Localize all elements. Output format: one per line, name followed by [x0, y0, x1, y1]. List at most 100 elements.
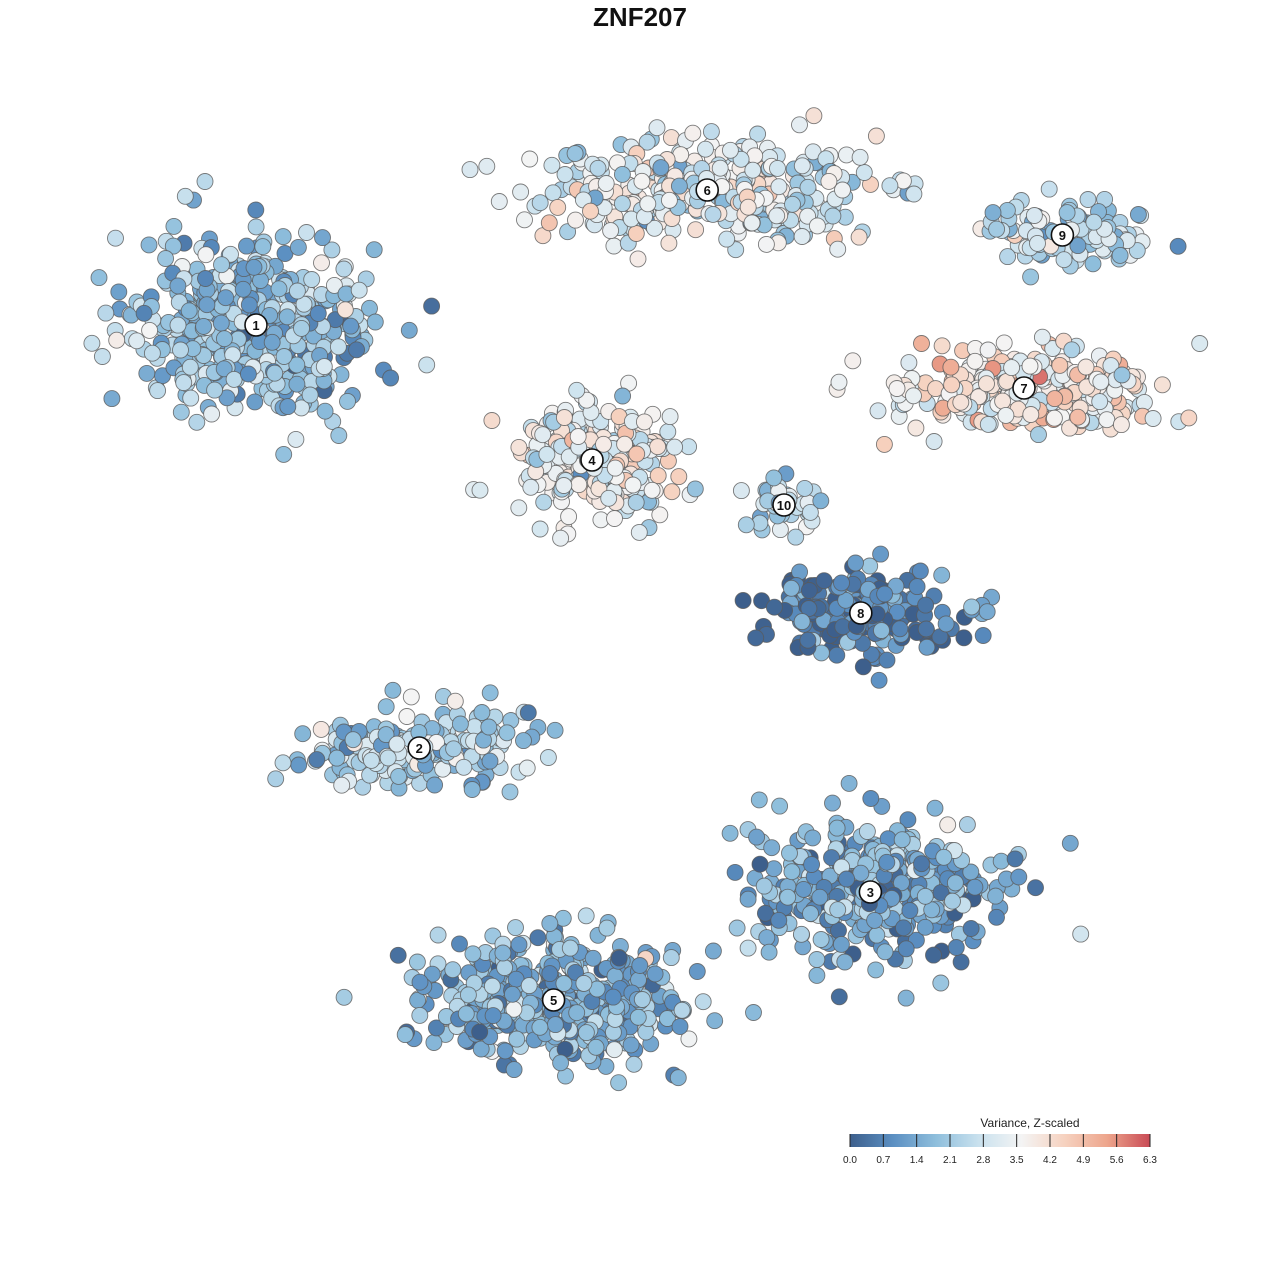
- cell-point: [239, 365, 257, 383]
- cluster-label-8: 8: [848, 601, 873, 625]
- cell-point: [947, 939, 965, 956]
- cluster-label-6: 6: [695, 178, 720, 202]
- cell-point: [541, 915, 559, 932]
- cell-point: [660, 191, 678, 209]
- cell-point: [1092, 373, 1110, 391]
- cell-point: [687, 221, 705, 239]
- cell-point: [855, 164, 873, 181]
- cell-point: [396, 1026, 414, 1044]
- cell-point: [90, 269, 108, 287]
- cell-point: [408, 953, 426, 971]
- cell-point: [933, 337, 951, 355]
- cell-point: [176, 187, 194, 205]
- cell-point: [791, 116, 808, 134]
- cell-point: [344, 731, 362, 749]
- cell-point: [328, 749, 346, 767]
- legend-colorbar: [850, 1134, 1150, 1147]
- cell-point: [649, 438, 667, 456]
- cell-point: [610, 949, 628, 967]
- cell-point: [141, 321, 159, 339]
- cell-point: [897, 989, 915, 1007]
- cell-point: [878, 853, 896, 871]
- cell-point: [946, 874, 964, 892]
- cell-point: [876, 585, 894, 603]
- cell-point: [799, 178, 817, 196]
- cell-point: [539, 749, 557, 766]
- cell-point: [625, 1055, 643, 1073]
- cell-point: [598, 919, 616, 937]
- cell-point: [770, 911, 788, 929]
- cell-point: [808, 951, 826, 968]
- cell-point: [316, 402, 334, 420]
- cell-point: [629, 1008, 647, 1026]
- cell-point: [425, 1034, 443, 1051]
- cluster-label-text: 9: [1059, 228, 1066, 243]
- cell-point: [390, 767, 408, 785]
- cell-point: [888, 380, 906, 397]
- cell-point: [670, 177, 688, 195]
- cell-point: [979, 415, 997, 433]
- cell-point: [757, 235, 775, 253]
- cell-point: [398, 708, 416, 725]
- cell-point: [605, 237, 623, 255]
- cell-point: [908, 578, 926, 596]
- cell-point: [651, 506, 669, 524]
- cell-point: [748, 828, 766, 846]
- cell-point: [510, 936, 528, 954]
- cell-point: [995, 334, 1013, 352]
- cell-point: [478, 157, 496, 175]
- cell-point: [529, 929, 547, 947]
- cell-point: [93, 348, 111, 365]
- cell-point: [568, 381, 586, 399]
- cell-point: [218, 389, 236, 407]
- cell-point: [925, 946, 942, 964]
- cell-point: [188, 413, 206, 431]
- cell-point: [247, 201, 265, 219]
- cell-point: [815, 572, 833, 590]
- cell-point: [670, 468, 688, 486]
- cell-point: [508, 1030, 526, 1048]
- cell-point: [379, 749, 397, 767]
- cell-point: [377, 726, 395, 744]
- legend-tick-label: 3.5: [1010, 1155, 1024, 1166]
- cell-point: [1046, 390, 1064, 408]
- cell-point: [622, 1036, 640, 1054]
- cell-point: [869, 402, 887, 420]
- cell-point: [758, 929, 776, 947]
- cell-point: [213, 256, 230, 274]
- cell-point: [266, 364, 284, 382]
- cell-point: [893, 874, 910, 892]
- cell-point: [873, 622, 890, 639]
- cell-point: [568, 1004, 586, 1022]
- cell-point: [925, 433, 943, 450]
- cell-point: [1112, 416, 1130, 434]
- cell-point: [1084, 255, 1102, 273]
- cluster-label-text: 3: [867, 885, 874, 900]
- cell-point: [215, 360, 233, 378]
- cell-point: [203, 405, 221, 423]
- cell-point: [911, 562, 929, 580]
- cell-point: [643, 481, 661, 499]
- cell-point: [663, 483, 681, 501]
- cell-point: [446, 692, 464, 710]
- cell-point: [1072, 925, 1090, 943]
- cell-point: [510, 499, 528, 517]
- cell-point: [984, 204, 1002, 222]
- cell-point: [610, 1074, 628, 1092]
- legend-tick-label: 4.9: [1076, 1155, 1090, 1166]
- cell-point: [942, 358, 960, 376]
- cell-point: [812, 931, 830, 948]
- cell-point: [606, 459, 624, 477]
- cell-point: [624, 476, 642, 494]
- cell-point: [868, 926, 886, 944]
- cell-point: [711, 159, 729, 177]
- cell-point: [275, 348, 293, 365]
- cell-point: [606, 510, 623, 527]
- cell-point: [552, 1054, 570, 1072]
- cell-point: [314, 229, 331, 247]
- cell-point: [444, 961, 462, 979]
- cell-point: [301, 386, 319, 404]
- cell-point: [739, 890, 757, 908]
- cell-point: [521, 150, 539, 168]
- cell-point: [481, 684, 499, 702]
